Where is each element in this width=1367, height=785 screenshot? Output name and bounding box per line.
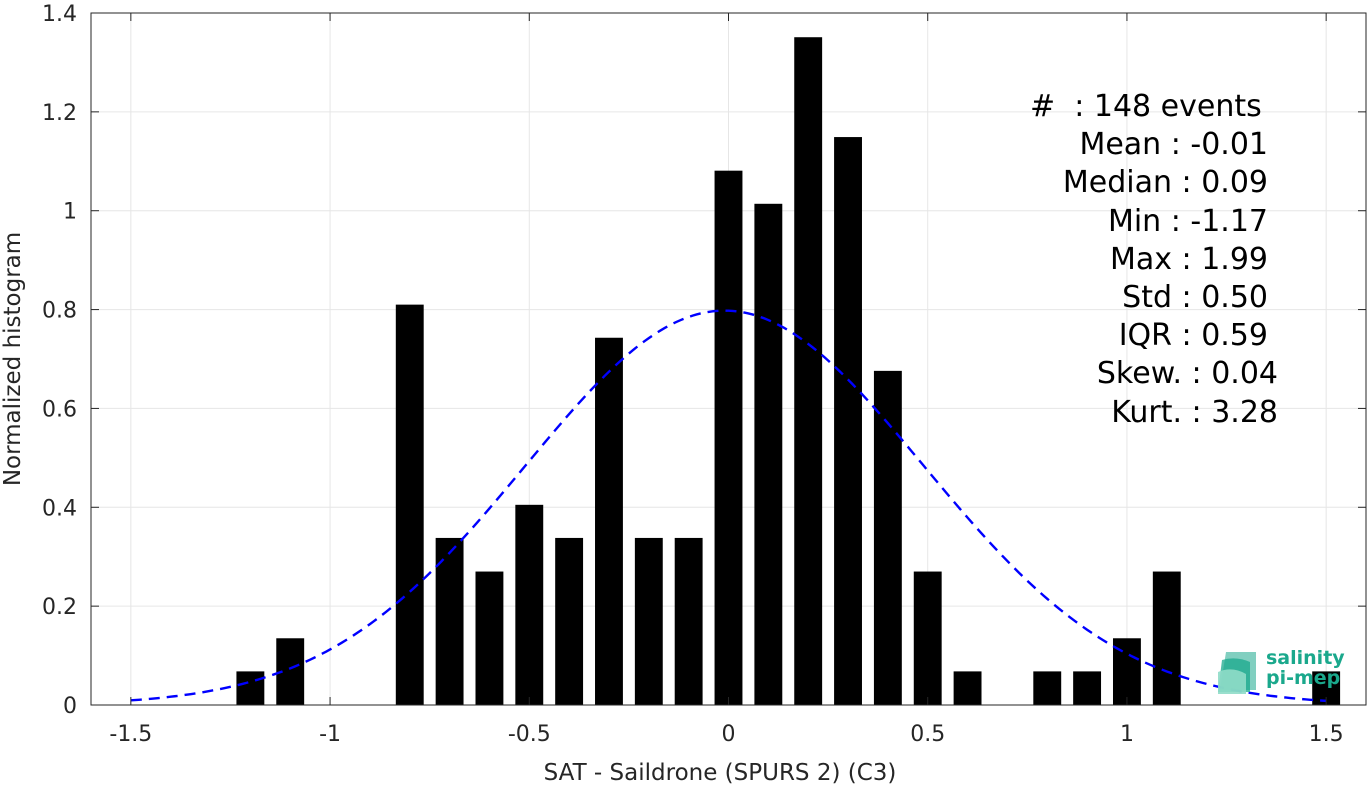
x-tick-label: 0.5 (910, 722, 945, 747)
stat-mean: Mean : -0.01 (1079, 127, 1268, 163)
histogram-bar (1152, 571, 1181, 705)
x-tick-label: 1 (1120, 722, 1134, 747)
x-tick-label: -1 (319, 722, 341, 747)
histogram-bar (913, 571, 942, 705)
logo-text: salinity pi-mep (1266, 648, 1345, 688)
logo-line-1: salinity (1266, 647, 1345, 669)
histogram-bar (1073, 671, 1102, 705)
histogram-bar (873, 370, 902, 705)
histogram-bar (953, 671, 982, 705)
x-tick-label: -0.5 (508, 722, 551, 747)
y-tick-label: 0.4 (42, 496, 77, 521)
histogram-bar (475, 571, 504, 705)
x-tick-label: 0 (722, 722, 736, 747)
y-tick-label: 0.2 (42, 595, 77, 620)
stat-count: # : 148 events (1030, 89, 1262, 124)
wave-logo-icon (1218, 652, 1256, 694)
histogram-bar (794, 37, 823, 706)
histogram-bar (395, 304, 424, 705)
histogram-bar (754, 203, 783, 705)
histogram-bar (595, 337, 623, 705)
salinity-pimep-logo: salinity pi-mep (1216, 648, 1346, 696)
stat-max: Max : 1.99 (1110, 241, 1268, 277)
histogram-bar (555, 537, 584, 705)
statistics-box: # : 148 events Mean : -0.01 Median : 0.0… (1000, 88, 1300, 432)
x-tick-label: 1.5 (1309, 722, 1344, 747)
y-tick-label: 1.4 (42, 2, 77, 27)
stat-kurt: Kurt. : 3.28 (1111, 394, 1278, 430)
histogram-bar (515, 504, 544, 705)
y-axis-label: Normalized histogram (0, 232, 26, 486)
x-axis-label: SAT - Saildrone (SPURS 2) (C3) (544, 760, 897, 785)
x-tick-label: -1.5 (109, 722, 152, 747)
y-tick-label: 1.2 (42, 101, 77, 126)
stat-skew: Skew. : 0.04 (1096, 356, 1278, 392)
stat-min: Min : -1.17 (1107, 203, 1268, 239)
y-tick-label: 0.6 (42, 397, 77, 422)
stat-median: Median : 0.09 (1062, 165, 1268, 201)
histogram-bar (674, 537, 703, 705)
axis-ticks: -1.5 -1 -0.5 0 0.5 1 1.5 0 0.2 0.4 0.6 0.8 1 1.2 1.4 (42, 2, 1366, 747)
histogram-bars (236, 37, 1341, 706)
histogram-bar (435, 537, 464, 705)
histogram-bar (634, 537, 663, 705)
histogram-bar (1033, 671, 1062, 705)
logo-line-2: pi-mep (1266, 667, 1341, 689)
y-tick-label: 1 (63, 200, 77, 225)
histogram-bar (236, 671, 265, 705)
stat-std: Std : 0.50 (1122, 280, 1268, 316)
y-tick-label: 0 (63, 694, 77, 719)
gaussian-fit-curve (130, 309, 1327, 703)
stat-iqr: IQR : 0.59 (1118, 318, 1268, 354)
y-tick-label: 0.8 (42, 299, 77, 324)
histogram-bar (714, 170, 743, 706)
histogram-bar (834, 137, 862, 705)
